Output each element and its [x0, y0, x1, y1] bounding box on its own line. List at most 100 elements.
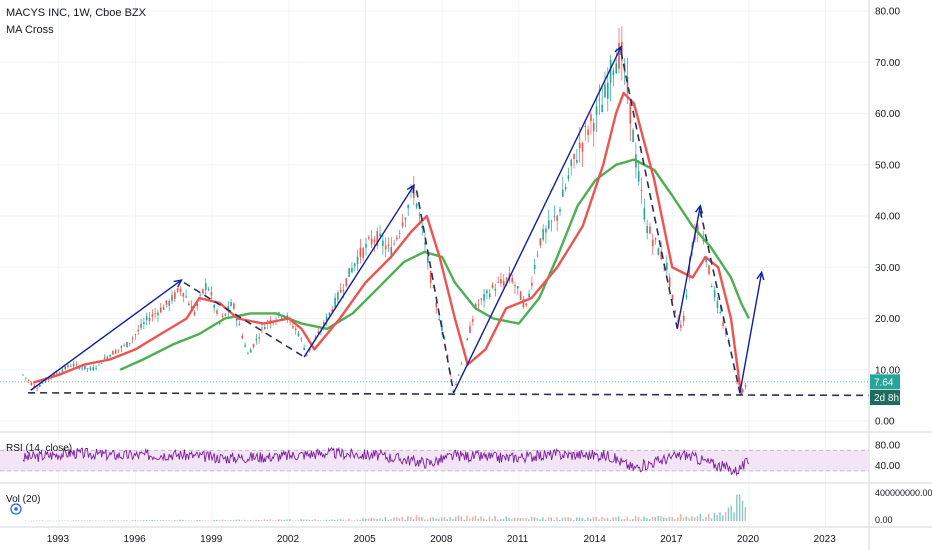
price-candle-body — [69, 366, 72, 367]
time-tick-label: 2014 — [584, 534, 607, 545]
volume-bar — [618, 516, 620, 521]
volume-bar — [415, 515, 418, 521]
price-tick-label: 60.00 — [875, 109, 900, 120]
price-candle-body — [182, 293, 185, 297]
price-candle-body — [27, 380, 30, 381]
price-axis[interactable]: 80.00 70.00 60.00 50.00 40.00 30.00 20.00 10.00… — [875, 7, 932, 526]
volume-bar — [651, 516, 654, 521]
rsi-pane[interactable] — [0, 446, 869, 477]
volume-pane[interactable] — [24, 494, 746, 522]
volume-bar — [367, 518, 370, 521]
volume-bar — [145, 520, 148, 521]
price-candle-body — [660, 251, 663, 260]
volume-bar — [75, 520, 77, 521]
indicator-label: MA Cross — [6, 24, 54, 36]
time-tick-label: 2008 — [430, 534, 453, 545]
volume-bar — [47, 520, 49, 522]
price-candle-body — [536, 254, 539, 256]
price-candle-body — [668, 277, 671, 288]
price-candle-body — [609, 59, 612, 83]
price-candle-body — [491, 284, 494, 288]
price-candle-body — [598, 99, 601, 101]
price-candle-body — [741, 389, 744, 393]
volume-bar — [81, 520, 83, 521]
last-price-badge: 7.64 — [870, 374, 900, 390]
eye-icon[interactable] — [10, 503, 22, 515]
price-candle-body — [553, 216, 556, 218]
volume-bar — [393, 517, 395, 521]
volume-bar — [38, 520, 41, 522]
volume-bar — [561, 517, 564, 521]
volume-bar — [224, 519, 226, 521]
volume-bar — [221, 519, 224, 521]
volume-bar — [348, 518, 350, 521]
price-candle-body — [559, 209, 561, 212]
volume-bar — [449, 517, 451, 521]
volume-bar — [564, 517, 567, 521]
volume-bar — [291, 520, 294, 522]
volume-bar — [620, 519, 623, 521]
price-candle-body — [348, 268, 350, 277]
volume-bar — [646, 518, 648, 521]
volume-bar — [24, 520, 27, 522]
price-candle-body — [244, 344, 246, 347]
price-candle-body — [466, 338, 469, 340]
volume-bar — [182, 519, 184, 521]
volume-bar — [738, 494, 741, 521]
volume-bar — [252, 520, 254, 522]
price-candle-body — [542, 228, 544, 240]
volume-bar — [30, 520, 32, 522]
volume-bar — [547, 517, 550, 521]
price-candle-body — [376, 231, 379, 246]
time-axis[interactable]: 1993 1996 1999 2002 2005 2008 2011 2014 2017 2020… — [47, 534, 836, 545]
volume-bar — [446, 519, 448, 521]
volume-bar — [499, 518, 502, 521]
volume-bar — [306, 519, 308, 521]
price-candle-body — [716, 300, 719, 309]
price-candle-body — [202, 289, 204, 294]
volume-bar — [78, 520, 80, 521]
volume-bar — [365, 518, 367, 521]
volume-bar — [109, 520, 111, 521]
price-candle-body — [356, 256, 359, 264]
price-candle-body — [171, 294, 173, 302]
price-candle-body — [502, 280, 505, 286]
volume-bar — [123, 520, 125, 521]
price-candle-body — [22, 374, 24, 376]
rsi-band — [0, 450, 869, 471]
price-candle-body — [567, 175, 570, 179]
volume-bar — [64, 520, 66, 521]
volume-bar — [255, 519, 257, 521]
price-candle-body — [601, 104, 603, 113]
volume-bar — [612, 517, 614, 521]
price-candle-body — [418, 214, 421, 216]
volume-bar — [128, 520, 131, 522]
price-candle-body — [109, 355, 111, 357]
price-candle-body — [539, 238, 542, 246]
price-candle-body — [337, 292, 339, 300]
price-candle-body — [505, 277, 508, 280]
price-candle-body — [682, 315, 685, 322]
volume-bar — [235, 519, 238, 521]
volume-bar — [126, 520, 128, 521]
price-candle-body — [159, 307, 162, 313]
price-candle-body — [711, 286, 713, 288]
price-candle-body — [151, 314, 154, 317]
volume-bar — [154, 520, 156, 521]
price-candle-body — [81, 367, 83, 369]
volume-bar — [424, 519, 426, 521]
price-candle-body — [129, 342, 131, 344]
volume-bar — [634, 515, 637, 521]
volume-bar — [702, 518, 704, 521]
volume-bar — [86, 520, 89, 522]
price-candle-body — [227, 306, 230, 312]
price-candle-body — [581, 143, 584, 152]
price-candle-body — [705, 257, 707, 262]
price-candle-body — [441, 325, 443, 331]
volume-bar — [674, 519, 676, 521]
price-candle-body — [39, 384, 41, 387]
price-candle-body — [339, 289, 342, 293]
volume-bar — [263, 519, 266, 521]
volume-bar — [404, 519, 406, 521]
